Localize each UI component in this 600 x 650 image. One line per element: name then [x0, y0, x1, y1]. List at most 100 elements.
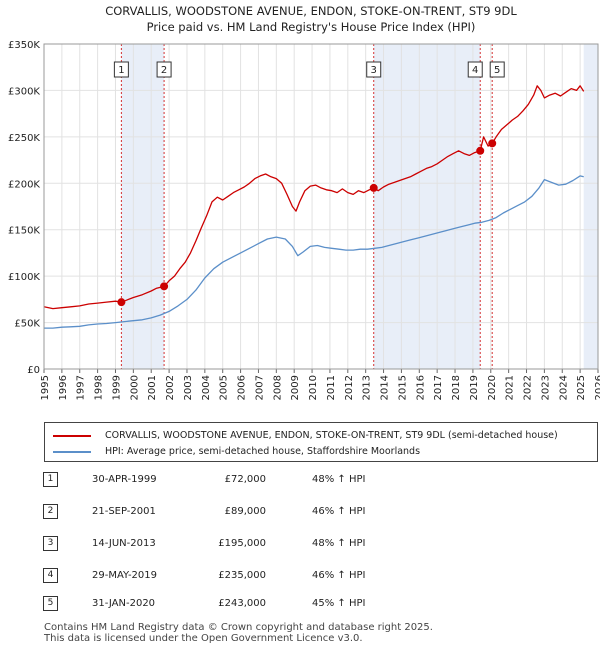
x-tick-label: 2023	[540, 375, 551, 400]
x-tick-label: 2002	[165, 375, 176, 400]
sale-hpi-change: 48% ↑ HPI	[312, 474, 366, 485]
x-tick-label: 2006	[237, 375, 248, 400]
y-tick-label: £250K	[8, 133, 40, 144]
sale-point	[117, 298, 126, 307]
sale-label: 3	[371, 65, 377, 76]
sale-date: 21-SEP-2001	[92, 506, 156, 517]
x-tick-label: 2010	[308, 375, 319, 400]
x-tick-label: 1996	[58, 375, 69, 400]
sale-hpi-change: 45% ↑ HPI	[312, 598, 366, 609]
sale-number: 3	[43, 536, 58, 551]
sale-price: £195,000	[218, 538, 266, 549]
legend: CORVALLIS, WOODSTONE AVENUE, ENDON, STOK…	[44, 422, 598, 462]
footer-copyright: Contains HM Land Registry data © Crown c…	[44, 622, 433, 633]
sale-date: 14-JUN-2013	[92, 538, 156, 549]
y-axis-ticks: £0 £50K £100K £150K £200K £250K £300K £350K	[8, 40, 40, 376]
x-tick-label: 2026	[594, 375, 600, 400]
x-tick-label: 2005	[219, 375, 230, 400]
sale-number: 1	[43, 472, 58, 487]
sale-label-box	[467, 61, 483, 78]
sale-label: 2	[161, 65, 167, 76]
x-tick-label: 1999	[111, 375, 122, 400]
sale-date: 31-JAN-2020	[92, 598, 156, 609]
sale-row: 4 29-MAY-2019 £235,000 46% ↑ HPI	[0, 568, 600, 586]
shaded-bands	[121, 44, 598, 369]
x-tick-label: 2017	[433, 375, 444, 400]
y-tick-label: £50K	[14, 319, 40, 330]
legend-item-hpi: HPI: Average price, semi-detached house,…	[53, 446, 420, 457]
sale-labels: 1 2 3 4 5	[113, 61, 505, 78]
sale-price: £235,000	[218, 570, 266, 581]
x-tick-label: 2019	[469, 375, 480, 400]
legend-label-hpi: HPI: Average price, semi-detached house,…	[105, 446, 421, 457]
sale-label-box	[156, 61, 172, 78]
x-axis-ticks: 1995 1996 1997 1998 1999 2000 2001 2002 2003 2004…	[40, 369, 600, 400]
x-tick-label: 2022	[523, 375, 534, 400]
y-tick-label: £300K	[8, 86, 40, 97]
sale-label-box	[489, 61, 505, 78]
sale-row: 3 14-JUN-2013 £195,000 48% ↑ HPI	[0, 536, 600, 554]
x-tick-label: 2008	[272, 375, 283, 400]
series-lines	[43, 85, 585, 329]
x-tick-label: 2009	[290, 375, 301, 400]
sale-date: 30-APR-1999	[92, 474, 157, 485]
x-tick-label: 2021	[505, 375, 516, 400]
x-tick-label: 2007	[254, 375, 265, 400]
x-tick-label: 2016	[415, 375, 426, 400]
shaded-band	[373, 44, 481, 369]
x-tick-label: 2011	[326, 375, 337, 400]
x-tick-label: 1998	[94, 375, 105, 400]
y-tick-label: £200K	[8, 179, 40, 190]
sale-row: 5 31-JAN-2020 £243,000 45% ↑ HPI	[0, 596, 600, 614]
chart-subtitle: Price paid vs. HM Land Registry's House …	[147, 20, 476, 34]
sale-label-box	[366, 61, 382, 78]
sale-date: 29-MAY-2019	[92, 570, 158, 581]
series-line	[43, 85, 585, 310]
sale-hpi-change: 46% ↑ HPI	[312, 506, 366, 517]
sale-label: 1	[118, 65, 124, 76]
sale-row: 1 30-APR-1999 £72,000 48% ↑ HPI	[0, 472, 600, 490]
x-tick-label: 2004	[201, 375, 212, 400]
x-tick-label: 2024	[558, 375, 569, 400]
sale-point	[476, 146, 485, 155]
series-line	[44, 175, 584, 329]
x-tick-label: 2001	[147, 375, 158, 400]
legend-label-property: CORVALLIS, WOODSTONE AVENUE, ENDON, STOK…	[105, 430, 558, 441]
x-tick-label: 1997	[76, 375, 87, 400]
sale-price: £243,000	[218, 598, 266, 609]
x-tick-label: 2018	[451, 375, 462, 400]
sale-label-box	[113, 61, 129, 78]
y-tick-label: £100K	[8, 272, 40, 283]
price-chart: CORVALLIS, WOODSTONE AVENUE, ENDON, STOK…	[8, 4, 600, 400]
chart-title: CORVALLIS, WOODSTONE AVENUE, ENDON, STOK…	[105, 4, 517, 18]
footer-licence: This data is licensed under the Open Gov…	[44, 633, 363, 644]
sale-row: 2 21-SEP-2001 £89,000 46% ↑ HPI	[0, 504, 600, 522]
sale-point	[160, 282, 169, 291]
sale-point	[488, 139, 497, 148]
sale-label: 4	[472, 65, 478, 76]
plot-frame	[43, 43, 599, 370]
x-tick-label: 2012	[344, 375, 355, 400]
sale-hpi-change: 48% ↑ HPI	[312, 538, 366, 549]
y-tick-label: £150K	[8, 226, 40, 237]
sale-hpi-change: 46% ↑ HPI	[312, 570, 366, 581]
sale-number: 2	[43, 504, 58, 519]
x-tick-label: 2003	[183, 375, 194, 400]
x-tick-label: 2013	[362, 375, 373, 400]
legend-swatch-hpi	[53, 450, 91, 453]
shaded-band	[121, 44, 165, 369]
shaded-band	[583, 44, 598, 369]
footer: Contains HM Land Registry data © Crown c…	[44, 622, 433, 644]
sale-number: 5	[43, 596, 58, 611]
x-tick-label: 2020	[487, 375, 498, 400]
legend-item-property: CORVALLIS, WOODSTONE AVENUE, ENDON, STOK…	[53, 430, 558, 441]
sale-points	[117, 139, 497, 307]
x-tick-label: 2000	[129, 375, 140, 400]
sale-price: £72,000	[224, 474, 266, 485]
x-tick-label: 2015	[397, 375, 408, 400]
y-tick-label: £350K	[8, 40, 40, 51]
x-tick-label: 2014	[380, 375, 391, 400]
x-tick-label: 1995	[40, 375, 51, 400]
sale-label: 5	[494, 65, 500, 76]
sale-number: 4	[43, 568, 58, 583]
